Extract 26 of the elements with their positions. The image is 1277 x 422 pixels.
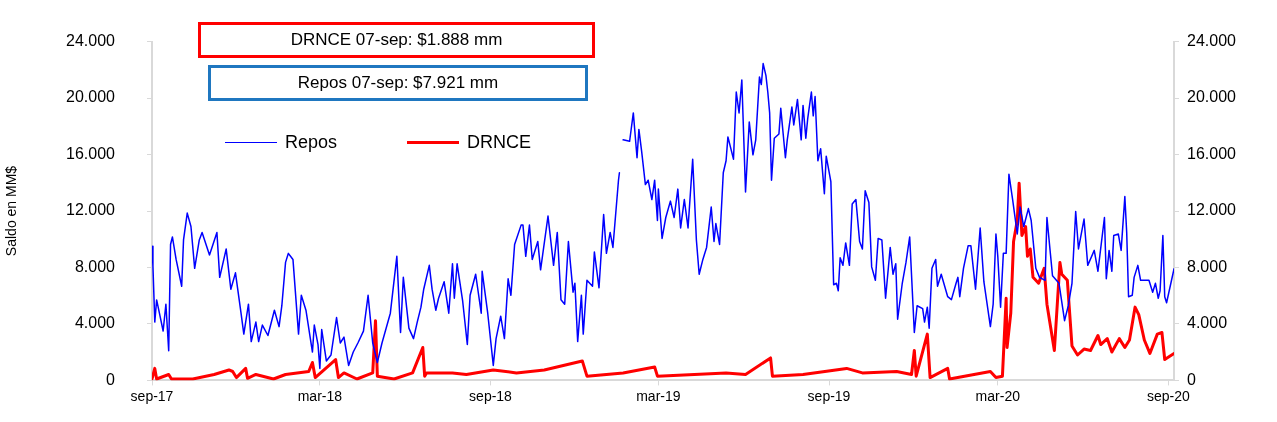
x-tick-label: mar-20	[975, 387, 1021, 404]
y-tick-label: 20.000	[66, 88, 116, 106]
y2-tick-label: 8.000	[1187, 257, 1228, 275]
y2-tick-label: 12.000	[1187, 201, 1237, 219]
x-tick-label: sep-19	[807, 387, 851, 404]
x-tick-label: sep-20	[1147, 387, 1191, 404]
x-tick-label: sep-17	[130, 387, 174, 404]
y-tick-label: 0	[106, 370, 116, 388]
x-tick-label: mar-19	[636, 387, 681, 404]
legend-label: Repos	[285, 132, 338, 153]
y2-tick-label: 24.000	[1187, 32, 1237, 50]
text-box: Repos 07-sep: $7.921 mm	[208, 65, 588, 101]
legend-label: DRNCE	[467, 132, 532, 153]
y-tick-label: 4.000	[74, 314, 116, 332]
y-tick-label: 16.000	[66, 144, 116, 162]
y2-tick-label: 4.000	[1187, 314, 1228, 332]
text-box: DRNCE 07-sep: $1.888 mm	[198, 22, 595, 58]
y-tick-label: 24.000	[66, 32, 116, 50]
y2-tick-label: 0	[1187, 370, 1196, 388]
y-tick-label: 12.000	[66, 201, 116, 219]
y2-tick-label: 20.000	[1187, 88, 1237, 106]
x-tick-label: sep-18	[469, 387, 513, 404]
y-tick-label: 8.000	[74, 257, 116, 275]
y-axis-title: Saldo en MM$	[3, 165, 20, 257]
x-tick-label: mar-18	[297, 387, 343, 404]
y2-tick-label: 16.000	[1187, 144, 1237, 162]
